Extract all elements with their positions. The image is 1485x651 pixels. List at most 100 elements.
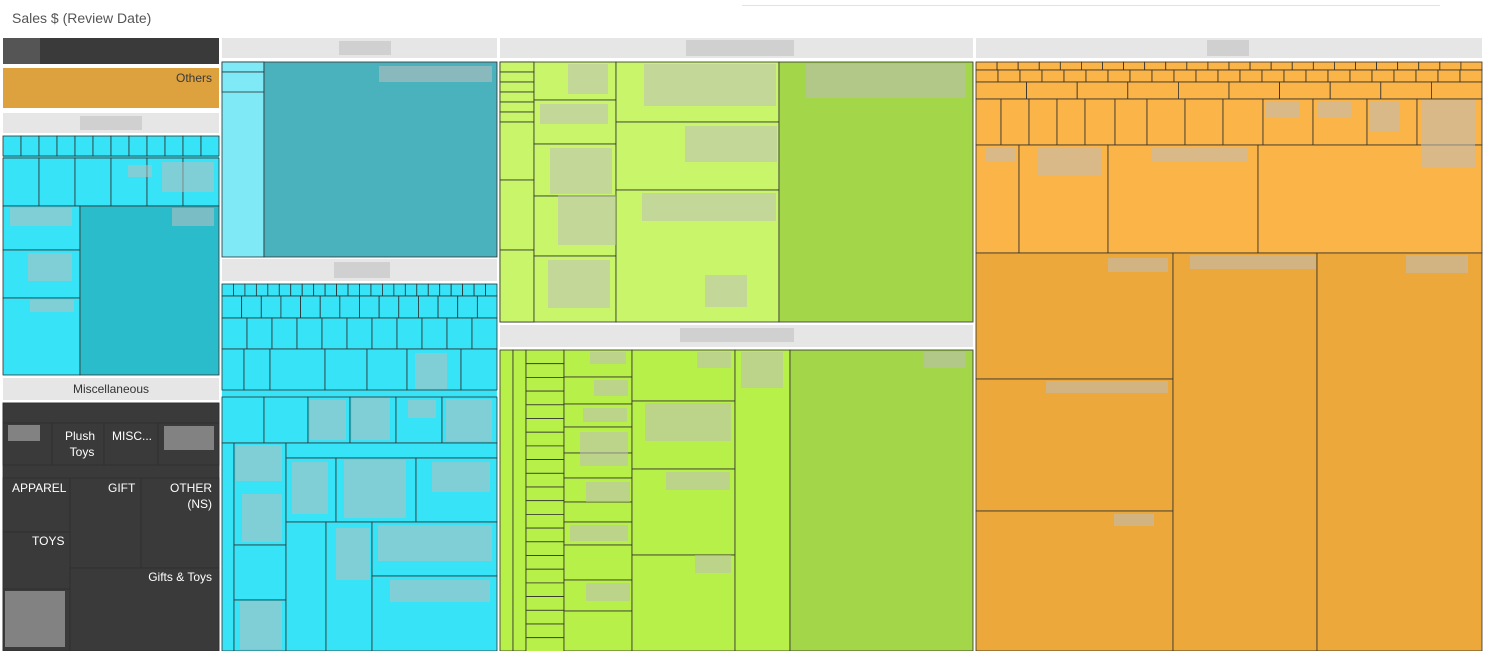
- treemap-cell[interactable]: [1380, 81, 1432, 100]
- treemap-cell[interactable]: [563, 610, 633, 651]
- treemap-cell[interactable]: [271, 317, 298, 350]
- treemap-cell[interactable]: [324, 283, 337, 297]
- treemap-cell[interactable]: [278, 283, 292, 297]
- treemap-cell[interactable]: [2, 135, 22, 157]
- treemap-cell[interactable]: [1291, 61, 1314, 71]
- treemap-cell[interactable]: [241, 295, 262, 319]
- treemap-cell[interactable]: [1355, 61, 1377, 71]
- treemap-cell[interactable]: [975, 61, 998, 71]
- treemap-cell[interactable]: [1019, 69, 1043, 83]
- treemap-cell[interactable]: [371, 317, 398, 350]
- treemap-cell[interactable]: [246, 317, 273, 350]
- treemap-cell[interactable]: [525, 459, 565, 474]
- treemap-cell[interactable]: [280, 295, 301, 319]
- treemap-cell[interactable]: [525, 486, 565, 502]
- treemap-cell[interactable]: [20, 135, 40, 157]
- treemap-cell[interactable]: [244, 283, 257, 297]
- treemap-cell[interactable]: [499, 81, 535, 93]
- treemap-cell[interactable]: [1173, 69, 1197, 83]
- treemap-cell[interactable]: [339, 295, 360, 319]
- treemap-cell[interactable]: [1270, 61, 1293, 71]
- treemap-cell[interactable]: [2, 402, 220, 424]
- treemap-cell[interactable]: [221, 396, 265, 444]
- treemap-cell[interactable]: [1316, 252, 1483, 651]
- treemap-cell[interactable]: [997, 69, 1021, 83]
- treemap-cell[interactable]: [1184, 98, 1224, 146]
- treemap-cell[interactable]: [1207, 61, 1230, 71]
- treemap-cell[interactable]: [473, 283, 486, 297]
- treemap-cell[interactable]: [1261, 69, 1285, 83]
- treemap-cell[interactable]: [1063, 69, 1087, 83]
- treemap-cell[interactable]: [1000, 98, 1030, 146]
- treemap-cell[interactable]: [418, 295, 439, 319]
- treemap-cell[interactable]: [1017, 61, 1040, 71]
- treemap-cell[interactable]: [499, 91, 535, 103]
- treemap-cell[interactable]: [1312, 61, 1335, 71]
- treemap-cell[interactable]: [499, 111, 535, 123]
- treemap-cell[interactable]: [499, 71, 535, 83]
- treemap-cell[interactable]: [370, 283, 383, 297]
- treemap-cell[interactable]: [1437, 69, 1461, 83]
- treemap-cell[interactable]: [471, 317, 498, 350]
- treemap-cell[interactable]: [996, 61, 1019, 71]
- treemap-cell[interactable]: [243, 348, 271, 391]
- treemap-cell[interactable]: [975, 510, 1174, 651]
- treemap-cell[interactable]: [1228, 61, 1251, 71]
- treemap-cell[interactable]: [396, 317, 423, 350]
- treemap-cell[interactable]: [525, 363, 565, 378]
- treemap-cell[interactable]: [975, 144, 1020, 254]
- treemap-cell[interactable]: [416, 283, 429, 297]
- treemap-cell[interactable]: [164, 135, 184, 157]
- treemap-cell[interactable]: [525, 596, 565, 611]
- treemap-cell[interactable]: [525, 431, 565, 447]
- treemap-cell[interactable]: [499, 101, 535, 113]
- treemap-cell[interactable]: [1084, 98, 1116, 146]
- treemap-cell[interactable]: [1081, 61, 1103, 71]
- treemap-cell[interactable]: [499, 349, 514, 651]
- treemap-cell[interactable]: [69, 567, 220, 651]
- treemap-cell[interactable]: [525, 514, 565, 529]
- treemap-cell[interactable]: [366, 348, 408, 391]
- treemap-cell[interactable]: [525, 349, 565, 365]
- treemap-cell[interactable]: [427, 283, 441, 297]
- treemap-cell[interactable]: [563, 501, 633, 523]
- treemap-cell[interactable]: [200, 135, 220, 157]
- treemap-cell[interactable]: [1144, 61, 1167, 71]
- treemap-cell[interactable]: [734, 349, 791, 651]
- treemap-cell[interactable]: [525, 445, 565, 460]
- treemap-cell[interactable]: [38, 157, 76, 207]
- treemap-cell[interactable]: [1431, 81, 1483, 100]
- treemap-cell[interactable]: [300, 295, 321, 319]
- treemap-cell[interactable]: [525, 418, 565, 433]
- treemap-cell[interactable]: [1026, 81, 1078, 100]
- treemap-cell[interactable]: [221, 61, 265, 73]
- treemap-cell[interactable]: [221, 348, 245, 391]
- treemap-cell[interactable]: [301, 283, 315, 297]
- treemap-cell[interactable]: [221, 283, 234, 297]
- treemap-cell[interactable]: [1334, 61, 1356, 71]
- treemap-cell[interactable]: [1186, 61, 1209, 71]
- treemap-cell[interactable]: [296, 317, 323, 350]
- treemap-cell[interactable]: [285, 521, 327, 651]
- treemap-cell[interactable]: [1397, 61, 1420, 71]
- treemap-cell[interactable]: [3, 38, 40, 64]
- treemap-cell[interactable]: [525, 637, 565, 651]
- treemap-cell[interactable]: [146, 135, 166, 157]
- treemap-cell[interactable]: [1165, 61, 1188, 71]
- treemap-cell[interactable]: [525, 390, 565, 406]
- treemap-cell[interactable]: [221, 442, 235, 651]
- treemap-cell[interactable]: [263, 396, 309, 444]
- treemap-cell[interactable]: [525, 472, 565, 488]
- treemap-cell[interactable]: [290, 283, 303, 297]
- treemap-cell[interactable]: [1459, 69, 1483, 83]
- treemap-cell[interactable]: [1102, 61, 1124, 71]
- treemap-cell[interactable]: [1228, 81, 1280, 100]
- treemap-cell[interactable]: [38, 135, 58, 157]
- treemap-cell[interactable]: [378, 295, 400, 319]
- treemap-cell[interactable]: [285, 442, 498, 459]
- treemap-cell[interactable]: [1195, 69, 1219, 83]
- treemap-cell[interactable]: [1283, 69, 1307, 83]
- treemap-cell[interactable]: [789, 349, 974, 651]
- treemap-cell[interactable]: [319, 295, 341, 319]
